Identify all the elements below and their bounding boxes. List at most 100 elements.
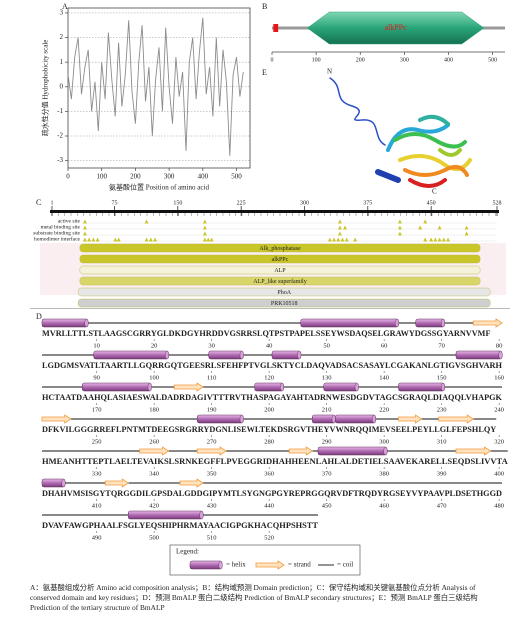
residue-number: 130 [322,374,332,381]
domain-label: PhoA [277,290,291,296]
residue-number: 100 [149,374,159,381]
helix-end [498,350,503,360]
helix [197,414,244,424]
residue-number: 180 [149,406,159,413]
site-marker [423,219,428,224]
y-axis-label: 疏水性分值 Hydrophobicity scale [41,40,50,137]
helix-end [280,382,285,392]
site-marker [82,219,87,224]
domain-label: Alk_phosphatase [259,246,301,252]
ruler-label: 528 [493,200,502,206]
residue-number: 270 [207,438,217,445]
site-marker [437,237,442,242]
ruler [50,210,499,213]
ruler-label: 225 [237,200,246,206]
site-marker [206,237,211,242]
ruler-label: 150 [173,200,182,206]
residue-number: 30 [208,342,215,349]
site-marker [353,237,358,242]
helix [254,382,284,392]
site-marker [91,237,96,242]
helix-end [147,382,152,392]
helix-end [61,478,66,488]
panel-label: E [262,68,267,77]
ruler-label: 1 [51,200,54,206]
ruler-label: 375 [363,200,372,206]
helix-end [164,350,169,360]
strand [104,478,129,488]
site-marker [397,219,402,224]
y-tick-label: 3 [60,9,64,17]
site-marker [82,225,87,230]
residue-number: 220 [379,406,389,413]
site-marker [327,237,332,242]
helix [455,350,503,360]
site-marker [433,237,438,242]
residue-number: 470 [437,502,447,509]
x-tick-label: 0 [66,173,70,181]
site-marker [144,237,149,242]
plot-frame [67,7,251,169]
residue-number: 200 [264,406,274,413]
x-tick-label: 200 [356,57,365,63]
strand [438,414,474,424]
site-row-label: metal binding site [41,224,81,230]
site-row-label: substrate binding site [33,230,80,236]
site-marker [87,237,92,242]
c-terminus: C [432,188,437,196]
site-marker [343,225,348,230]
x-tick-label: 400 [444,57,453,63]
site-marker [332,237,337,242]
helix [271,350,301,360]
divider [30,308,510,309]
strand [455,446,492,456]
strand [288,446,313,456]
site-marker [202,225,207,230]
residue-number: 390 [437,470,447,477]
sequence: LGDGMSVATLTAARTLLGQRRGQTGEESRLSFEHFPTVGL… [42,360,502,370]
site-marker [423,237,428,242]
strand [196,446,227,456]
helix [323,382,359,392]
residue-number: 280 [264,438,274,445]
signal-peptide [273,24,279,32]
sequence: DFKVILGGGRREFLPNTMTDEEGSRGRRYDGNLISEWLTE… [42,424,496,434]
helix [189,560,223,570]
helix-end [218,560,223,570]
residue-number: 380 [379,470,389,477]
x-tick-label: 500 [231,173,242,181]
legend-coil: = coil [337,561,353,569]
site-marker [82,231,87,236]
residue-number: 320 [494,438,504,445]
residue-number: 190 [207,406,217,413]
legend-helix: = helix [226,561,246,569]
site-marker [397,231,402,236]
ruler-label: 300 [300,200,309,206]
residue-number: 70 [438,342,445,349]
helix-end [441,318,446,328]
helix [41,318,89,328]
residue-number: 120 [264,374,274,381]
ruler-label: 75 [111,200,117,206]
protein-structure [329,77,472,188]
residue-number: 450 [322,502,332,509]
site-marker [113,237,118,242]
domain-bar [79,265,481,275]
helix-end [354,382,359,392]
x-tick-label: 300 [164,173,175,181]
domain [306,11,485,45]
panel-label: C [36,198,41,207]
helix [317,446,388,456]
residue-number: 40 [266,342,273,349]
sequence: HCTAATDAAHQLASIAESWALDADRDAGIVTTTRVTHASP… [42,392,502,402]
residue-number: 340 [149,470,159,477]
residue-number: 520 [264,534,274,541]
residue-number: 170 [92,406,102,413]
residue-number: 140 [379,374,389,381]
site-row-label: active site [58,218,81,224]
n-terminus: N [327,68,332,76]
domain-label: alkPPc [272,257,289,263]
site-marker [464,231,469,236]
helix [208,350,244,360]
residue-number: 250 [92,438,102,445]
